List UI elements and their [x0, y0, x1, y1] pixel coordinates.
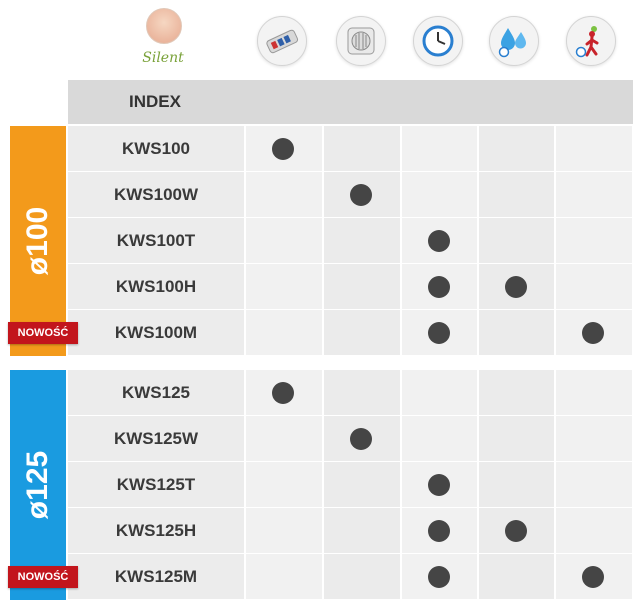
feature-dot [428, 474, 450, 496]
feature-cell [477, 462, 555, 508]
feature-cell [400, 370, 478, 416]
feature-dot [272, 138, 294, 160]
index-cell: KWS100M [68, 310, 244, 356]
diameter-label: ø100 [21, 206, 55, 276]
feature-dot [428, 322, 450, 344]
feature-dot [350, 428, 372, 450]
feature-cell [244, 264, 322, 310]
feature-cell [322, 218, 400, 264]
timer-icon [413, 16, 463, 66]
feature-cell [554, 172, 632, 218]
feature-cell [244, 218, 322, 264]
feature-cell [477, 310, 555, 356]
new-badge: NOWOŚĆ [8, 322, 78, 344]
diameter-band: ø100 [10, 126, 66, 356]
diameter-band: ø125 [10, 370, 66, 600]
feature-cell [244, 172, 322, 218]
index-cell: KWS100T [68, 218, 244, 264]
feature-cell [244, 310, 322, 356]
face-icon [146, 8, 182, 44]
motion-sensor-icon [566, 16, 616, 66]
feature-dot [505, 276, 527, 298]
index-cell: KWS100H [68, 264, 244, 310]
feature-cell [400, 310, 478, 356]
feature-cell [554, 264, 632, 310]
feature-dot [428, 566, 450, 588]
feature-cell [554, 508, 632, 554]
silent-logo-text: Silent [142, 50, 184, 66]
feature-dot [428, 276, 450, 298]
silent-logo: Silent [128, 6, 198, 72]
index-cell: KWS125M [68, 554, 244, 600]
feature-cell [400, 126, 478, 172]
feature-cell [322, 370, 400, 416]
feature-cell [477, 554, 555, 600]
table-header-bar [68, 80, 633, 124]
feature-cell [554, 218, 632, 264]
feature-cell [477, 218, 555, 264]
index-cell: KWS125W [68, 416, 244, 462]
remote-icon [257, 16, 307, 66]
feature-dot [582, 566, 604, 588]
feature-cell [477, 172, 555, 218]
feature-cell [322, 462, 400, 508]
humidity-icon [489, 16, 539, 66]
feature-cell [244, 416, 322, 462]
index-cell: KWS125H [68, 508, 244, 554]
feature-cell [322, 264, 400, 310]
feature-dot [428, 520, 450, 542]
index-cell: KWS100 [68, 126, 244, 172]
feature-cell [400, 218, 478, 264]
new-badge: NOWOŚĆ [8, 566, 78, 588]
feature-cell [322, 554, 400, 600]
feature-cell [244, 554, 322, 600]
feature-cell [244, 508, 322, 554]
index-header: INDEX [129, 92, 181, 111]
feature-cell [400, 416, 478, 462]
index-cell: KWS125T [68, 462, 244, 508]
feature-cell [477, 416, 555, 462]
feature-cell [554, 370, 632, 416]
index-cell: KWS125 [68, 370, 244, 416]
feature-dot [428, 230, 450, 252]
index-cell: KWS100W [68, 172, 244, 218]
feature-dot [505, 520, 527, 542]
feature-cell [322, 126, 400, 172]
feature-cell [477, 370, 555, 416]
feature-cell [554, 416, 632, 462]
feature-dot [350, 184, 372, 206]
feature-dot [272, 382, 294, 404]
feature-cell [322, 310, 400, 356]
feature-cell [400, 172, 478, 218]
fan-icon [336, 16, 386, 66]
feature-dot [582, 322, 604, 344]
feature-cell [477, 126, 555, 172]
feature-cell [554, 462, 632, 508]
feature-cell [554, 126, 632, 172]
diameter-label: ø125 [21, 450, 55, 520]
feature-cell [244, 462, 322, 508]
feature-cell [322, 508, 400, 554]
